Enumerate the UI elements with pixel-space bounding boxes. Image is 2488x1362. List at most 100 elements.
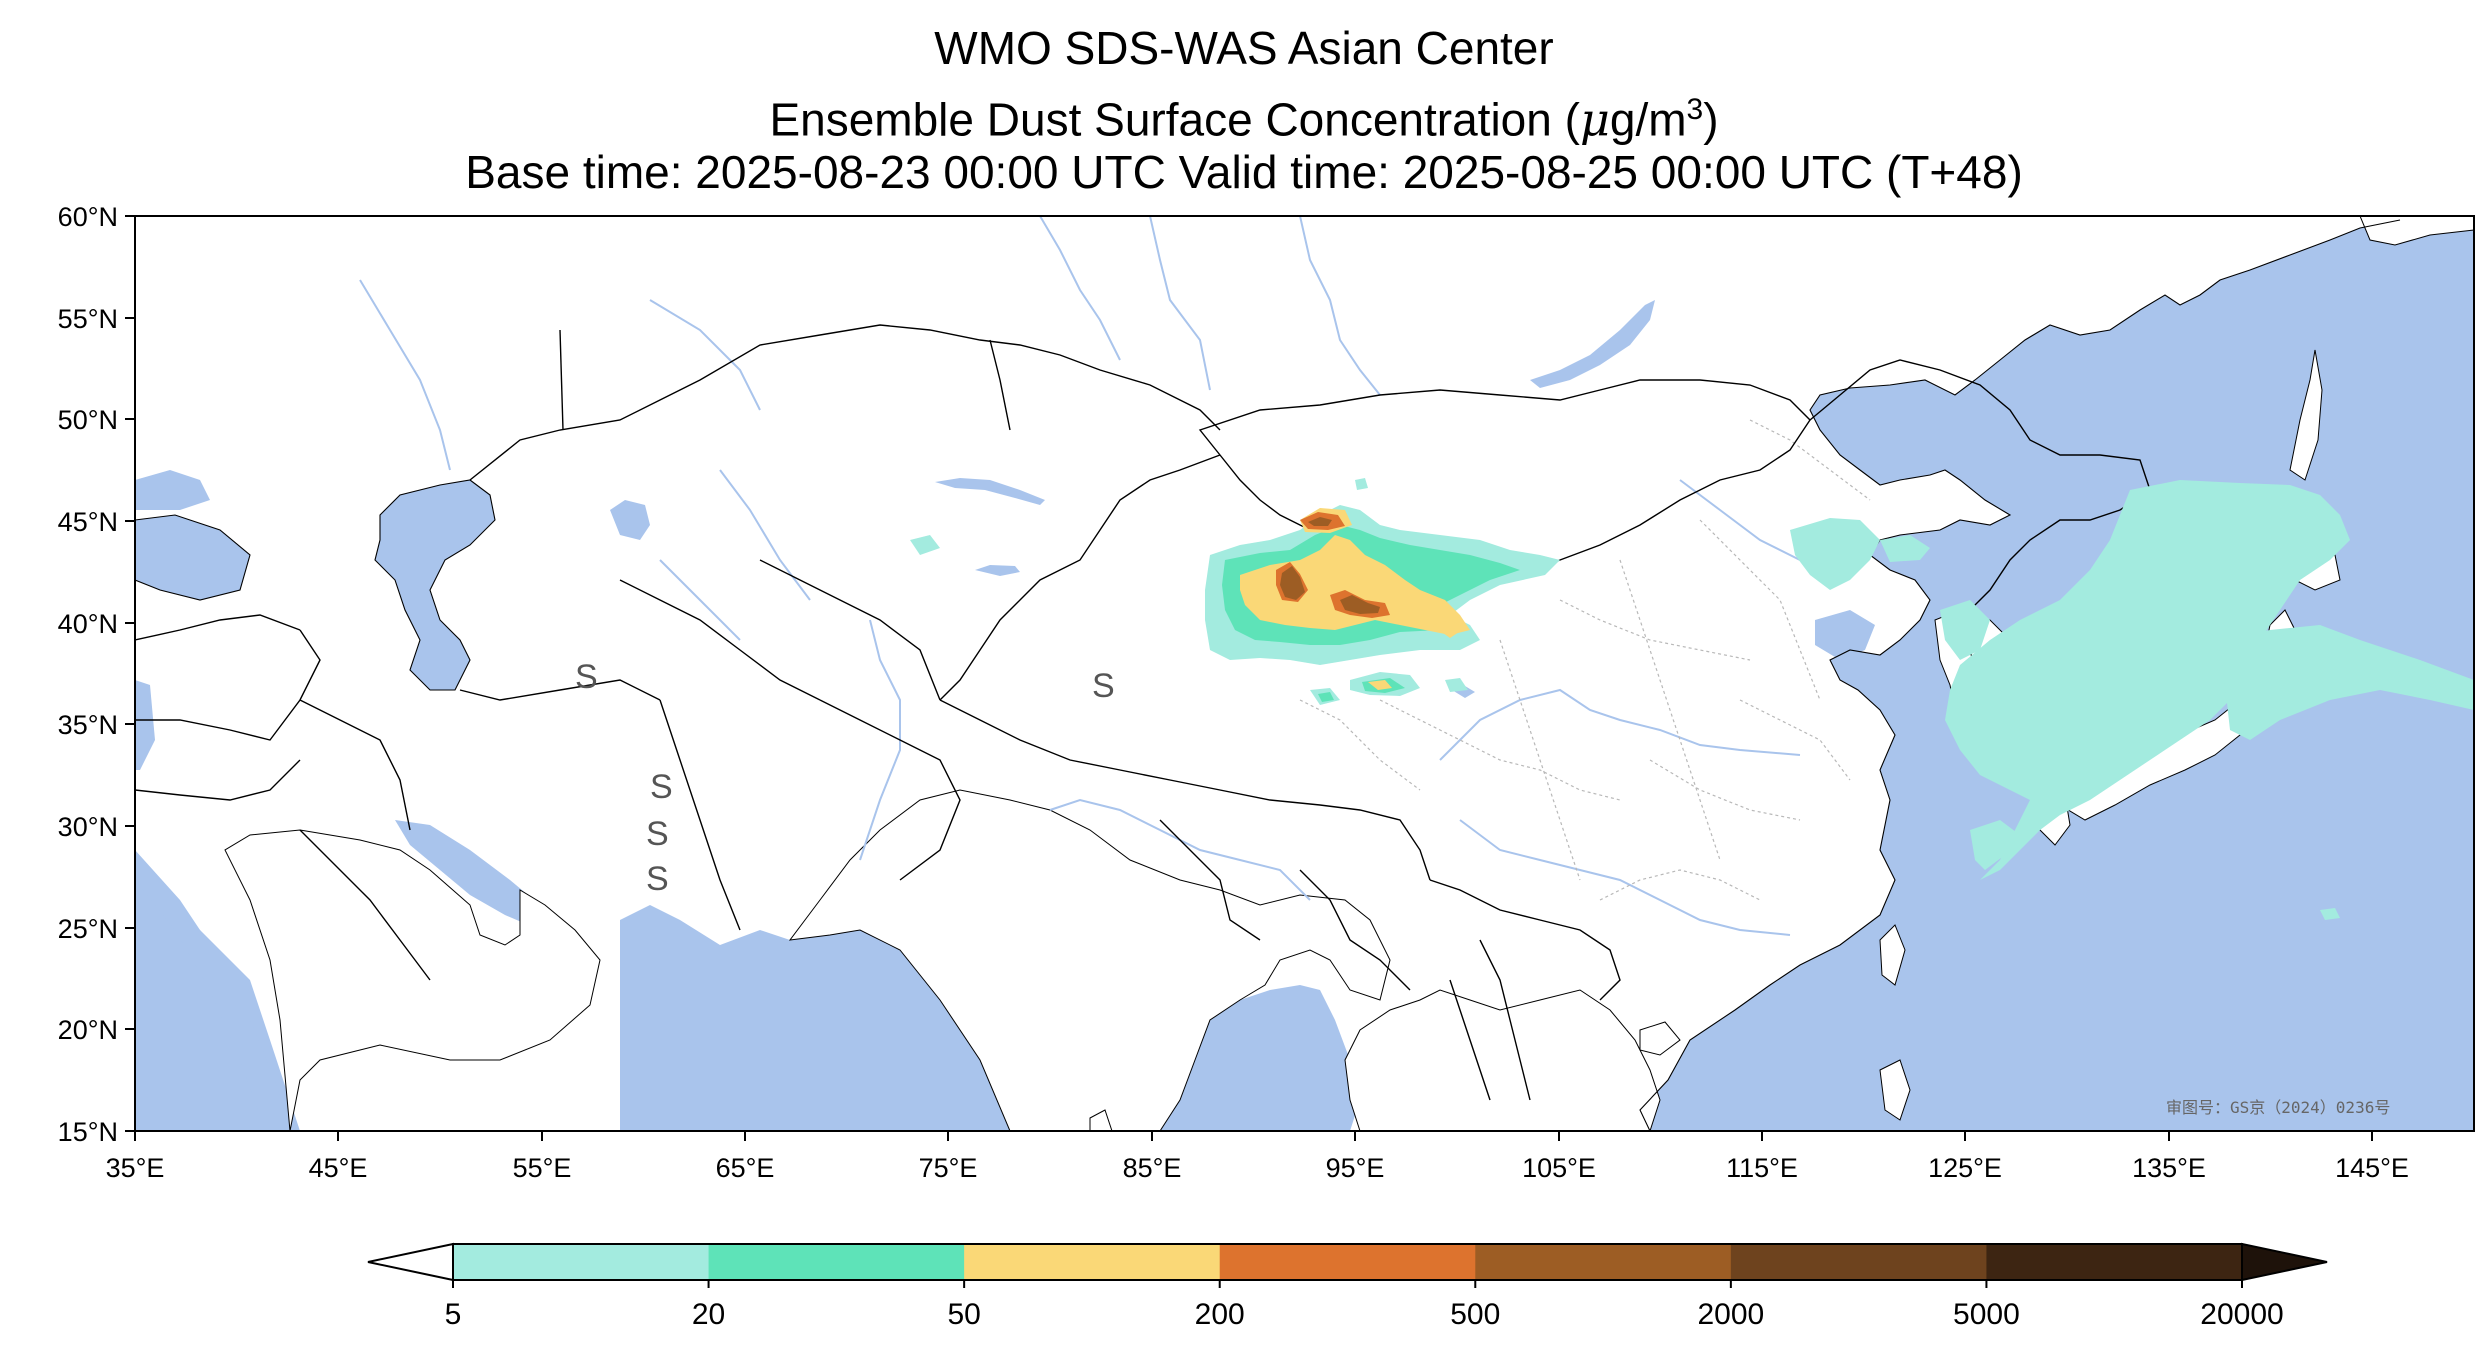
border-myanmar: [1299, 869, 1411, 991]
lon-label-35: 35°E: [106, 1153, 165, 1183]
river-yangtze: [1459, 819, 1791, 936]
colorbar-over-arrow: [2241, 1242, 2328, 1282]
colorbar-segment-0: [453, 1244, 710, 1280]
dust-blob-east-yellow: [1432, 620, 1465, 638]
river-yellow: [1439, 688, 1801, 761]
province-line-2: [1499, 639, 1581, 881]
black-sea: [135, 515, 250, 600]
river-indus: [859, 619, 901, 861]
colorbar-segment-6: [1986, 1244, 2243, 1280]
lon-label-135: 135°E: [2132, 1153, 2206, 1183]
red-sea: [135, 850, 290, 1131]
border-uzbek-kyrgyz: [759, 559, 941, 701]
sea-of-azov: [135, 470, 210, 510]
dust-blob-central-asia: [910, 535, 940, 555]
bay-of-bengal: [1160, 985, 1360, 1131]
river-amur: [1679, 479, 1801, 561]
dust-blob-qaidam-yellow: [1368, 680, 1392, 690]
river-irtysh: [1039, 216, 1121, 361]
lake-balkhash: [935, 478, 1045, 505]
lat-label-55: 55°N: [58, 304, 118, 334]
province-line-7: [1299, 699, 1421, 791]
arabian-peninsula: [224, 829, 601, 1131]
colorbar-label-5: 2000: [1697, 1298, 1764, 1331]
colorbar-segments: [453, 1244, 2243, 1280]
persian-gulf: [395, 820, 560, 930]
lon-label-115: 115°E: [1726, 1153, 1798, 1183]
map-subtitle-variable: Ensemble Dust Surface Concentration (μg/…: [0, 84, 2488, 145]
hainan-island: [1639, 1021, 1681, 1056]
lat-label-35: 35°N: [58, 710, 118, 740]
river-ob: [1149, 216, 1211, 391]
river-ural: [649, 299, 761, 411]
lat-label-20: 20°N: [58, 1015, 118, 1045]
sri-lanka-island: [1089, 1109, 1113, 1131]
colorbar-label-3: 200: [1195, 1298, 1245, 1331]
subtitle-suffix: ): [1703, 93, 1719, 146]
map-title: WMO SDS-WAS Asian Center: [934, 22, 1554, 74]
river-amu-darya: [659, 559, 741, 641]
marker-s-4: S: [646, 815, 669, 853]
caspian-sea: [375, 480, 495, 690]
border-kazakhstan-russia: [469, 324, 1221, 481]
lat-label-15: 15°N: [58, 1117, 118, 1147]
map-subtitle-time: Base time: 2025-08-23 00:00 UTC Valid ti…: [465, 146, 2023, 198]
dust-blob-pacific-south: [2320, 908, 2340, 920]
border-laos-vietnam: [1479, 939, 1531, 1101]
longitude-ticks: 35°E 45°E 55°E 65°E 75°E 85°E 95°E 105°E…: [106, 1131, 2409, 1183]
dust-blob-small-2: [1445, 678, 1468, 692]
river-volga: [359, 279, 451, 471]
border-saudi-north: [135, 759, 301, 801]
border-iran-iraq: [299, 699, 411, 831]
kamchatka-coast: [2359, 216, 2474, 246]
dust-blob-korea: [1940, 600, 1990, 660]
sakhalin-island: [2289, 349, 2323, 481]
aral-sea: [610, 500, 650, 540]
colorbar-segment-2: [964, 1244, 1221, 1280]
dust-blob-east-china-sea: [1970, 820, 2020, 870]
border-turkey-syria: [135, 629, 321, 741]
dust-concentration-field: [910, 478, 2474, 920]
dust-blob-ne-1: [1880, 535, 1930, 562]
province-line-6: [1599, 869, 1761, 901]
border-kazakh-internal: [989, 339, 1011, 431]
lon-label-75: 75°E: [919, 1153, 978, 1183]
province-line-8: [1559, 599, 1751, 661]
lat-label-40: 40°N: [58, 609, 118, 639]
lon-label-125: 125°E: [1928, 1153, 2002, 1183]
dust-blob-japan-sea: [1945, 480, 2350, 880]
subtitle-unit: g/m: [1609, 93, 1687, 146]
colorbar-outline: [452, 1243, 2243, 1281]
province-line-3: [1619, 559, 1721, 861]
province-boundaries: [1299, 419, 1871, 901]
colorbar-ticks: 5 20 50 200 500 2000 5000 20000: [445, 1280, 2284, 1331]
border-saudi-internal: [299, 829, 431, 981]
marker-s-1: S: [575, 658, 598, 696]
lat-label-30: 30°N: [58, 812, 118, 842]
border-afghan-pakistan: [819, 699, 961, 881]
colorbar: 5 20 50 200 500 2000 5000 20000: [367, 1242, 2328, 1331]
lat-label-50: 50°N: [58, 405, 118, 435]
province-line-9: [1739, 699, 1851, 781]
marker-s-5: S: [646, 860, 669, 898]
marker-s-3: S: [650, 768, 673, 806]
lon-label-55: 55°E: [513, 1153, 572, 1183]
province-line-1: [1379, 699, 1621, 801]
lon-label-145: 145°E: [2335, 1153, 2409, 1183]
subtitle-prefix: Ensemble Dust Surface Concentration (: [769, 93, 1580, 146]
marker-s-2: S: [1092, 667, 1115, 705]
colorbar-label-2: 50: [947, 1298, 980, 1331]
bohai-sea: [1815, 610, 1875, 660]
river-syr-darya: [719, 469, 811, 601]
mediterranean-sea: [135, 680, 155, 770]
colorbar-segment-3: [1219, 1244, 1476, 1280]
lon-label-45: 45°E: [309, 1153, 368, 1183]
lon-label-95: 95°E: [1326, 1153, 1385, 1183]
dust-blob-core-brown: [1280, 566, 1305, 600]
border-china-south: [1429, 879, 1621, 1001]
colorbar-under-arrow: [367, 1242, 454, 1282]
map-frame: [134, 215, 2475, 1132]
border-nepal-bhutan: [1159, 819, 1261, 941]
dust-blob-north-brown: [1308, 517, 1332, 526]
east-asia-coastline: [1639, 219, 2401, 1131]
